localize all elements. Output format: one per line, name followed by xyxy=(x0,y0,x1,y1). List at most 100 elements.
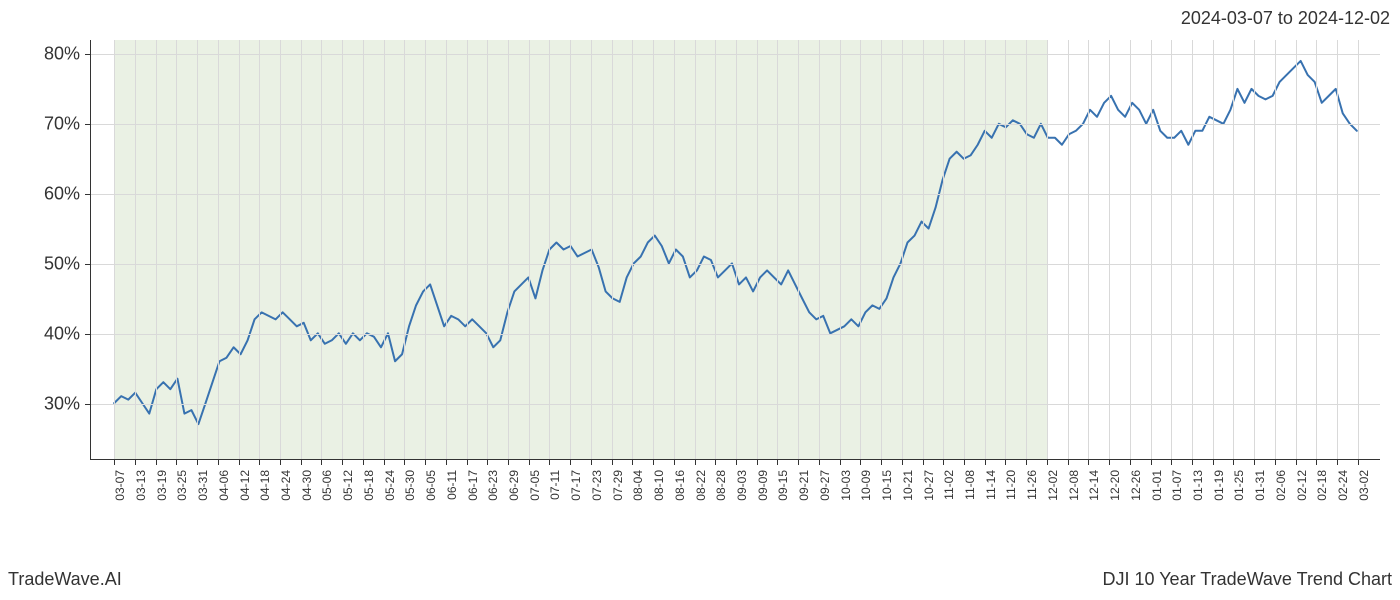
x-tick xyxy=(736,459,737,465)
x-axis-label: 12-20 xyxy=(1108,470,1122,501)
x-tick xyxy=(301,459,302,465)
grid-vertical xyxy=(1316,40,1317,459)
grid-vertical xyxy=(446,40,447,459)
grid-vertical xyxy=(943,40,944,459)
x-tick xyxy=(508,459,509,465)
x-axis-label: 10-15 xyxy=(880,470,894,501)
x-axis-label: 01-13 xyxy=(1191,470,1205,501)
x-axis-label: 03-19 xyxy=(155,470,169,501)
x-tick xyxy=(363,459,364,465)
grid-vertical xyxy=(321,40,322,459)
x-axis-label: 02-24 xyxy=(1336,470,1350,501)
x-tick xyxy=(1047,459,1048,465)
x-axis-label: 03-02 xyxy=(1357,470,1371,501)
x-tick xyxy=(446,459,447,465)
x-tick xyxy=(176,459,177,465)
x-axis-label: 10-21 xyxy=(901,470,915,501)
grid-vertical xyxy=(280,40,281,459)
grid-vertical xyxy=(902,40,903,459)
grid-vertical xyxy=(1213,40,1214,459)
x-axis-label: 08-16 xyxy=(673,470,687,501)
grid-vertical xyxy=(487,40,488,459)
grid-vertical xyxy=(860,40,861,459)
grid-vertical xyxy=(467,40,468,459)
grid-vertical xyxy=(1151,40,1152,459)
grid-vertical xyxy=(1026,40,1027,459)
x-tick xyxy=(549,459,550,465)
x-axis-label: 05-24 xyxy=(383,470,397,501)
x-tick xyxy=(860,459,861,465)
y-tick xyxy=(85,124,91,125)
grid-vertical xyxy=(653,40,654,459)
x-tick xyxy=(321,459,322,465)
x-axis-label: 02-18 xyxy=(1315,470,1329,501)
x-axis-label: 09-21 xyxy=(797,470,811,501)
x-tick xyxy=(487,459,488,465)
x-tick xyxy=(695,459,696,465)
x-axis-label: 01-01 xyxy=(1150,470,1164,501)
y-axis-label: 40% xyxy=(20,324,80,345)
grid-vertical xyxy=(218,40,219,459)
x-axis-label: 08-22 xyxy=(694,470,708,501)
x-tick xyxy=(1296,459,1297,465)
x-tick xyxy=(529,459,530,465)
x-tick xyxy=(612,459,613,465)
grid-vertical xyxy=(114,40,115,459)
grid-vertical xyxy=(695,40,696,459)
x-tick xyxy=(384,459,385,465)
x-tick xyxy=(1026,459,1027,465)
x-tick xyxy=(798,459,799,465)
x-axis-label: 04-06 xyxy=(217,470,231,501)
grid-vertical xyxy=(135,40,136,459)
x-axis-label: 10-09 xyxy=(859,470,873,501)
x-axis-label: 11-08 xyxy=(963,470,977,500)
grid-vertical xyxy=(1254,40,1255,459)
grid-vertical xyxy=(508,40,509,459)
grid-vertical xyxy=(425,40,426,459)
grid-vertical xyxy=(570,40,571,459)
grid-vertical xyxy=(1171,40,1172,459)
grid-vertical xyxy=(1109,40,1110,459)
grid-vertical xyxy=(1005,40,1006,459)
x-axis-label: 10-03 xyxy=(839,470,853,501)
grid-vertical xyxy=(1296,40,1297,459)
grid-vertical xyxy=(549,40,550,459)
grid-vertical xyxy=(197,40,198,459)
grid-vertical xyxy=(798,40,799,459)
x-axis-label: 07-05 xyxy=(528,470,542,501)
y-axis-label: 30% xyxy=(20,394,80,415)
x-axis-label: 12-14 xyxy=(1087,470,1101,501)
x-axis-label: 08-04 xyxy=(631,470,645,501)
chart-container: 30%40%50%60%70%80%03-0703-1303-1903-2503… xyxy=(90,40,1380,540)
x-tick xyxy=(1254,459,1255,465)
x-axis-label: 06-11 xyxy=(445,470,459,500)
x-tick xyxy=(135,459,136,465)
x-tick xyxy=(239,459,240,465)
grid-vertical xyxy=(736,40,737,459)
x-tick xyxy=(259,459,260,465)
x-axis-label: 01-31 xyxy=(1253,470,1267,501)
y-tick xyxy=(85,54,91,55)
x-axis-label: 08-28 xyxy=(714,470,728,501)
x-axis-label: 01-07 xyxy=(1170,470,1184,501)
x-tick xyxy=(881,459,882,465)
x-tick xyxy=(404,459,405,465)
x-axis-label: 05-12 xyxy=(341,470,355,501)
y-tick xyxy=(85,334,91,335)
grid-vertical xyxy=(881,40,882,459)
grid-vertical xyxy=(985,40,986,459)
grid-vertical xyxy=(1047,40,1048,459)
x-axis-label: 01-25 xyxy=(1232,470,1246,501)
x-tick xyxy=(342,459,343,465)
x-axis-label: 05-18 xyxy=(362,470,376,501)
x-tick xyxy=(757,459,758,465)
x-axis-label: 03-25 xyxy=(175,470,189,501)
x-tick xyxy=(1088,459,1089,465)
plot-area xyxy=(90,40,1380,460)
grid-vertical xyxy=(404,40,405,459)
grid-vertical xyxy=(342,40,343,459)
grid-vertical xyxy=(674,40,675,459)
x-tick xyxy=(632,459,633,465)
y-tick xyxy=(85,194,91,195)
x-tick xyxy=(674,459,675,465)
